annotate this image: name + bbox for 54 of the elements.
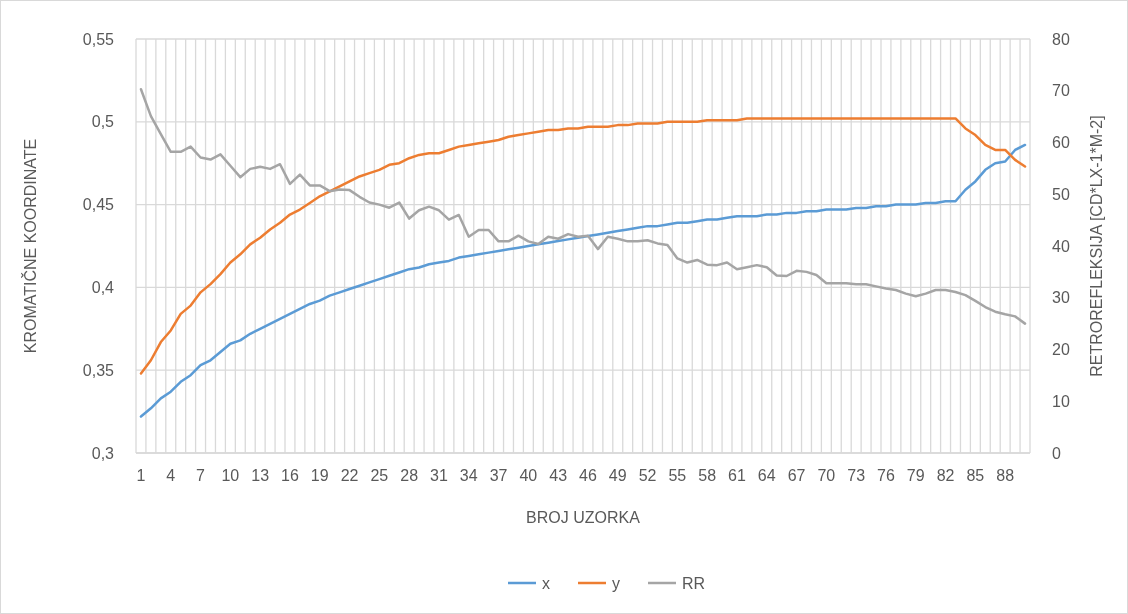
y2-tick-label: 30 (1052, 289, 1070, 307)
x-tick-label: 37 (489, 467, 508, 484)
x-tick-label: 13 (251, 467, 270, 484)
y2-tick-label: 80 (1052, 30, 1070, 48)
y2-tick-label: 20 (1052, 341, 1070, 359)
y-tick-label: 0,4 (91, 279, 115, 296)
x-tick-label: 34 (459, 467, 478, 484)
legend-label: RR (682, 574, 706, 592)
y-tick-label: 0,45 (82, 196, 115, 214)
y-axis-title: KROMATIČNE KOORDINATE (21, 138, 39, 354)
x-tick-label: 52 (638, 467, 657, 484)
y2-tick-label: 10 (1052, 392, 1070, 410)
y-tick-label: 0,5 (91, 113, 115, 131)
y2-tick-label: 0 (1052, 444, 1061, 462)
x-tick-label: 67 (787, 467, 806, 484)
x-tick-label: 58 (698, 467, 717, 484)
legend-label: y (612, 574, 620, 592)
x-tick-label: 61 (728, 467, 746, 484)
x-tick-label: 19 (310, 467, 329, 484)
x-tick-label: 16 (281, 467, 299, 484)
x-tick-label: 22 (340, 467, 359, 484)
x-tick-label: 70 (817, 467, 836, 484)
x-tick-label: 25 (370, 467, 389, 484)
line-series (139, 87, 1027, 325)
line-series (139, 143, 1027, 418)
y2-tick-label: 60 (1052, 134, 1070, 152)
x-tick-label: 4 (166, 467, 176, 484)
x-tick-label: 64 (757, 467, 776, 484)
x-tick-label: 10 (221, 467, 240, 484)
x-tick-label: 76 (877, 467, 895, 484)
y2-tick-label: 40 (1052, 237, 1070, 255)
y-tick-label: 0,35 (82, 361, 115, 379)
y2-axis-title: RETROREFLEKSIJA [CD*LX-1*M-2] (1088, 115, 1105, 377)
y-tick-label: 0,3 (91, 444, 115, 462)
x-tick-label: 40 (519, 467, 538, 484)
x-tick-label: 73 (847, 467, 866, 484)
y2-tick-label: 70 (1052, 82, 1070, 100)
x-tick-label: 31 (430, 467, 448, 484)
x-tick-label: 28 (400, 467, 419, 484)
legend-label: x (542, 574, 550, 592)
x-tick-label: 46 (579, 467, 597, 484)
x-tick-label: 7 (196, 467, 206, 484)
x-tick-label: 49 (608, 467, 627, 484)
x-tick-label: 79 (906, 467, 925, 484)
y2-tick-label: 50 (1052, 185, 1070, 203)
x-tick-label: 88 (996, 467, 1015, 484)
x-tick-label: 85 (966, 467, 985, 484)
x-axis-title: BROJ UZORKA (526, 509, 641, 526)
x-tick-label: 1 (136, 467, 146, 484)
line-series (139, 117, 1027, 375)
x-tick-label: 82 (936, 467, 955, 484)
x-tick-label: 43 (549, 467, 568, 484)
y-tick-label: 0,55 (82, 30, 115, 48)
x-tick-label: 55 (668, 467, 687, 484)
